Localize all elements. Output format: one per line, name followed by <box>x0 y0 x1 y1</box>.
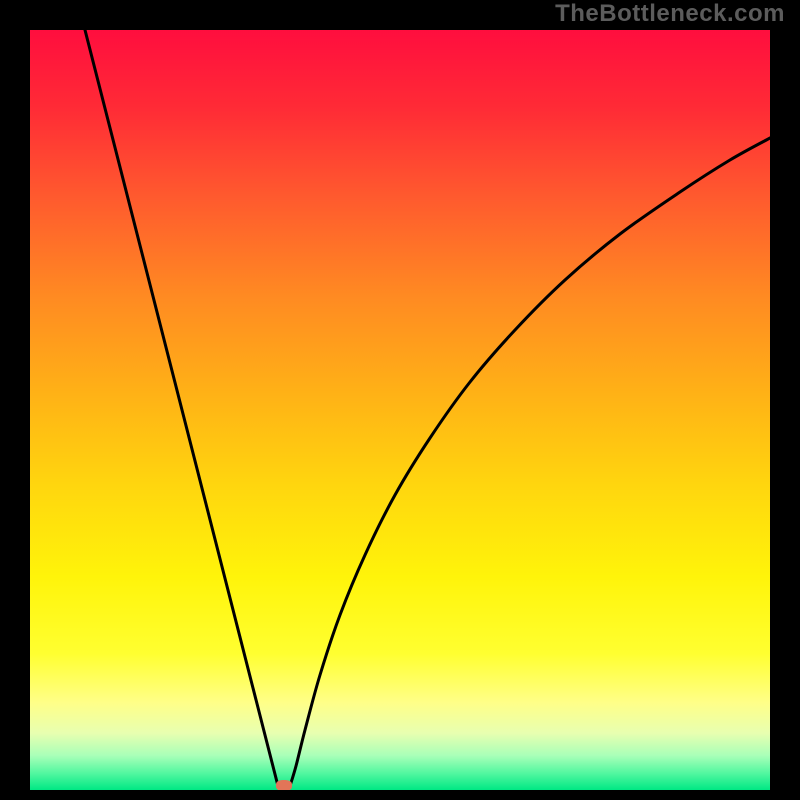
optimal-point-marker <box>276 780 292 791</box>
plot-area <box>30 30 770 790</box>
bottleneck-curve <box>30 30 770 790</box>
watermark-text: TheBottleneck.com <box>555 0 785 28</box>
